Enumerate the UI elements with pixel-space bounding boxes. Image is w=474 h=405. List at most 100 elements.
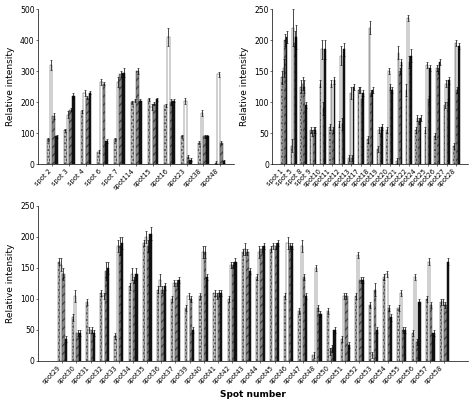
Bar	[206, 277, 209, 361]
Bar	[406, 90, 407, 164]
Bar	[377, 149, 378, 164]
Bar	[372, 90, 374, 164]
Bar	[256, 277, 258, 361]
Bar	[283, 68, 284, 164]
Bar	[417, 118, 418, 164]
Bar	[131, 102, 134, 164]
Bar	[155, 99, 158, 164]
Bar	[184, 100, 186, 164]
Bar	[428, 262, 430, 361]
Bar	[100, 82, 103, 164]
Bar	[380, 133, 382, 164]
Bar	[440, 302, 442, 361]
Bar	[164, 286, 166, 361]
Bar	[119, 74, 122, 164]
Bar	[327, 311, 329, 361]
Y-axis label: Relative intensity: Relative intensity	[6, 244, 15, 323]
Bar	[105, 141, 108, 164]
Bar	[345, 296, 347, 361]
Bar	[341, 339, 343, 361]
Bar	[274, 246, 277, 361]
Bar	[218, 293, 220, 361]
Bar	[199, 296, 201, 361]
Bar	[312, 355, 315, 361]
Bar	[134, 100, 136, 164]
Bar	[432, 333, 435, 361]
Bar	[448, 81, 450, 164]
Bar	[121, 243, 123, 361]
Bar	[378, 130, 380, 164]
Bar	[407, 18, 409, 164]
Bar	[157, 290, 159, 361]
Bar	[103, 83, 105, 164]
Bar	[93, 333, 95, 361]
Bar	[270, 249, 272, 361]
Bar	[353, 87, 355, 164]
Bar	[415, 130, 417, 164]
Bar	[76, 333, 79, 361]
Bar	[223, 161, 225, 164]
Bar	[173, 284, 175, 361]
Bar	[135, 274, 137, 361]
Bar	[324, 49, 326, 164]
Bar	[357, 256, 359, 361]
Bar	[436, 68, 438, 164]
Bar	[439, 62, 440, 164]
Bar	[371, 355, 374, 361]
Bar	[260, 249, 263, 361]
Bar	[342, 124, 343, 164]
Bar	[303, 87, 305, 164]
Bar	[133, 280, 135, 361]
Bar	[404, 330, 406, 361]
Bar	[204, 252, 206, 361]
Bar	[149, 234, 152, 361]
Bar	[454, 146, 455, 164]
Bar	[220, 143, 223, 164]
Bar	[399, 71, 401, 164]
Bar	[338, 124, 340, 164]
Bar	[434, 136, 436, 164]
Bar	[69, 110, 72, 164]
Bar	[206, 136, 209, 164]
Bar	[323, 109, 324, 164]
Bar	[398, 53, 399, 164]
Bar	[347, 345, 350, 361]
Bar	[203, 136, 206, 164]
Bar	[230, 265, 232, 361]
Bar	[414, 277, 416, 361]
Bar	[89, 93, 91, 164]
Bar	[192, 330, 194, 361]
Bar	[388, 71, 390, 164]
Bar	[277, 243, 279, 361]
Bar	[351, 158, 353, 164]
Bar	[343, 296, 345, 361]
Bar	[167, 37, 170, 164]
Bar	[164, 105, 167, 164]
Bar	[294, 43, 295, 164]
Bar	[244, 249, 246, 361]
Bar	[396, 161, 398, 164]
Bar	[376, 330, 378, 361]
Bar	[286, 37, 287, 164]
Bar	[189, 160, 192, 164]
Bar	[291, 246, 293, 361]
Bar	[281, 77, 283, 164]
Bar	[369, 305, 371, 361]
Bar	[400, 293, 402, 361]
Bar	[305, 105, 307, 164]
Bar	[319, 83, 321, 164]
Bar	[359, 280, 362, 361]
Bar	[161, 290, 164, 361]
Bar	[350, 93, 351, 164]
Bar	[313, 130, 315, 164]
Bar	[53, 116, 55, 164]
Bar	[359, 90, 361, 164]
Bar	[201, 252, 204, 361]
Bar	[228, 299, 230, 361]
Bar	[284, 296, 286, 361]
Bar	[119, 246, 121, 361]
Bar	[117, 246, 119, 361]
Bar	[72, 96, 74, 164]
Bar	[216, 296, 218, 361]
Bar	[242, 252, 244, 361]
